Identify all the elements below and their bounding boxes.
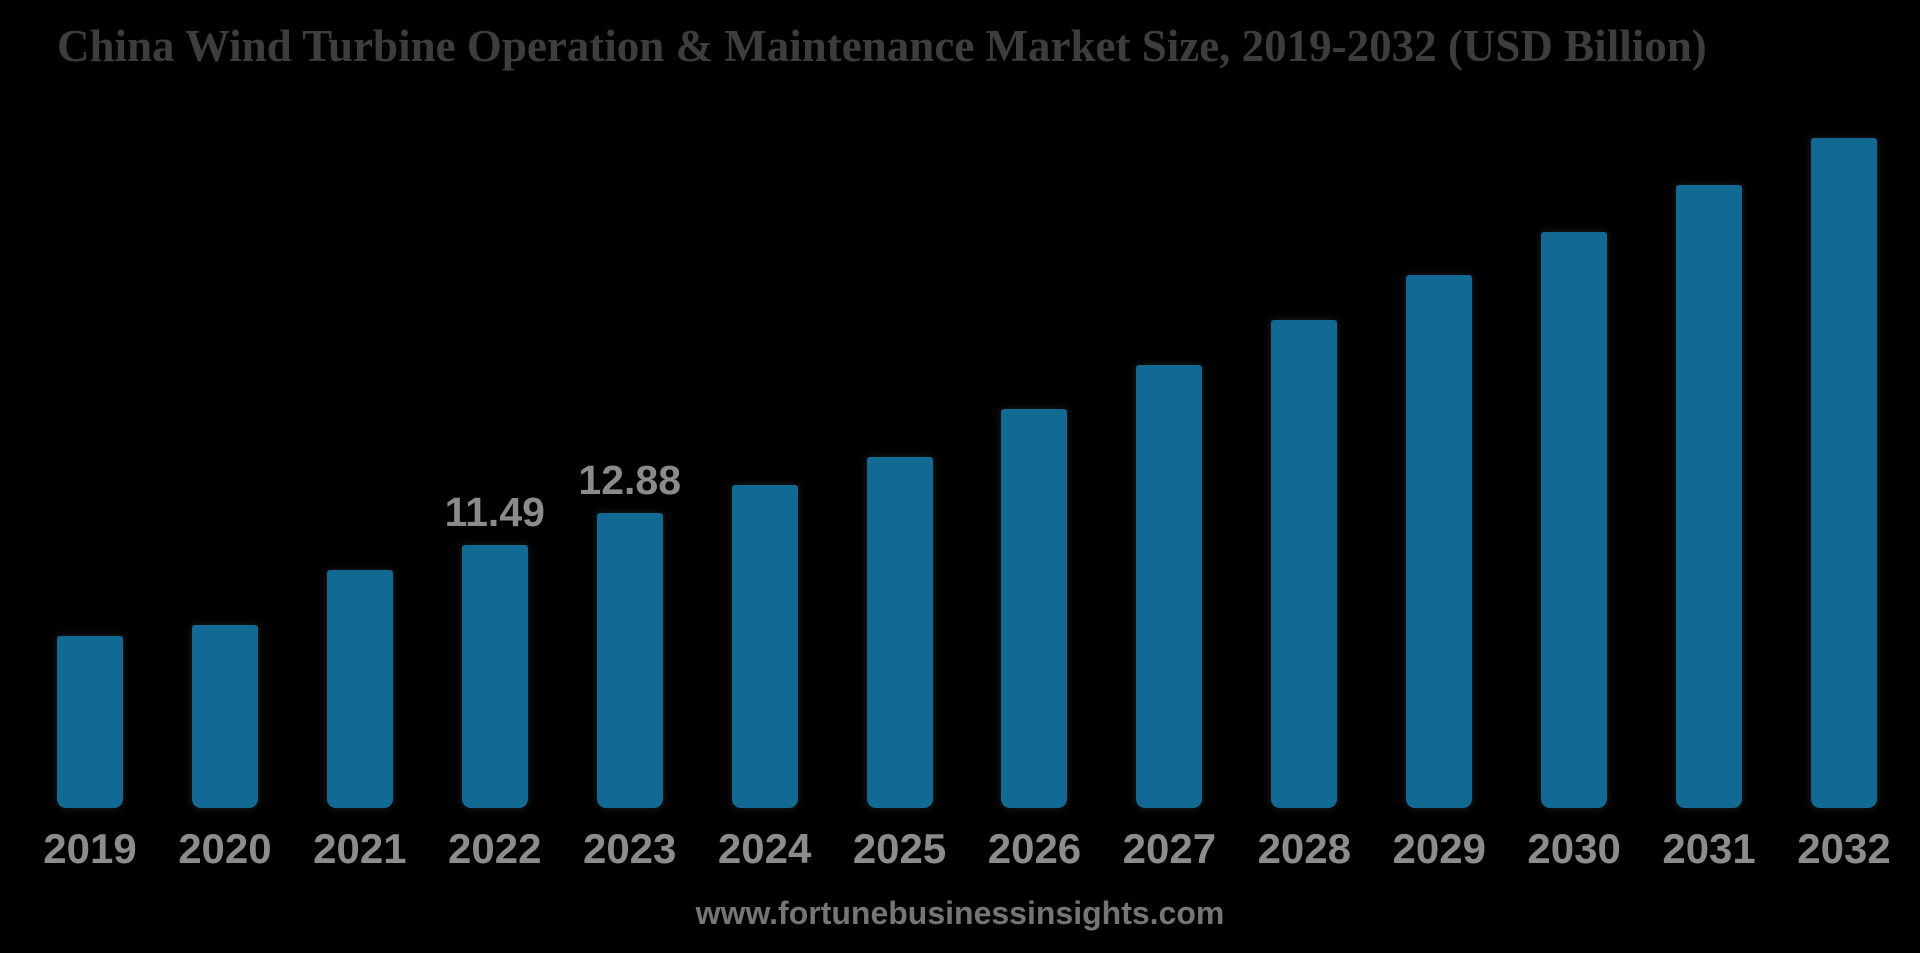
- bar-column-2024: 2024: [718, 485, 811, 870]
- bar-2019: [57, 636, 123, 808]
- bar-column-2021: 2021: [313, 570, 407, 870]
- x-axis-label-2029: 2029: [1392, 825, 1486, 872]
- watermark-url: www.fortunebusinessinsights.com: [695, 895, 1225, 931]
- bar-2026: [1001, 409, 1068, 808]
- bar-column-2019: 2019: [43, 636, 137, 870]
- x-axis-label-2026: 2026: [987, 825, 1082, 872]
- x-axis-label-2031: 2031: [1662, 825, 1756, 872]
- bar-2024: [731, 485, 798, 808]
- x-axis-label-2025: 2025: [852, 825, 947, 872]
- bar-plot-area: 2019 2020 2021 11.49 2022 12.88 2023 2024 2025 20…: [43, 108, 1891, 870]
- x-axis-label-2032: 2032: [1797, 825, 1891, 872]
- x-axis-label-2023: 2023: [582, 825, 677, 872]
- bar-2031: [1676, 185, 1743, 808]
- chart-title: China Wind Turbine Operation & Maintenan…: [57, 21, 1707, 71]
- x-axis-label-2024: 2024: [717, 825, 812, 872]
- bar-2023: [596, 513, 663, 808]
- bar-column-2023: 12.88 2023: [578, 460, 681, 870]
- bar-column-2032: 2032: [1797, 138, 1891, 870]
- bar-column-2029: 2029: [1393, 275, 1486, 870]
- x-axis-label-2028: 2028: [1257, 825, 1352, 872]
- x-axis-label-2021: 2021: [313, 825, 407, 872]
- x-axis-label-2022: 2022: [448, 825, 542, 872]
- bar-2027: [1136, 365, 1203, 808]
- bar-column-2022: 11.49 2022: [445, 492, 545, 870]
- bar-2032: [1810, 138, 1877, 808]
- x-axis-label-2020: 2020: [178, 825, 272, 872]
- bar-2021: [326, 570, 393, 808]
- bar-2022: [461, 545, 528, 808]
- bar-column-2028: 2028: [1258, 320, 1351, 870]
- bar-column-2026: 2026: [988, 409, 1081, 870]
- bar-value-label-2022: 11.49: [444, 489, 545, 535]
- bar-column-2020: 2020: [178, 625, 272, 870]
- bar-2029: [1406, 275, 1473, 808]
- bar-2030: [1541, 232, 1608, 808]
- bar-value-label-2023: 12.88: [578, 457, 681, 503]
- bar-column-2025: 2025: [853, 457, 946, 870]
- x-axis-label-2019: 2019: [43, 825, 137, 872]
- bar-2028: [1271, 320, 1338, 808]
- bar-2025: [866, 457, 933, 808]
- x-axis-label-2027: 2027: [1122, 825, 1217, 872]
- bar-column-2027: 2027: [1123, 365, 1216, 870]
- bar-column-2031: 2031: [1662, 185, 1756, 870]
- bar-column-2030: 2030: [1527, 232, 1621, 870]
- x-axis-label-2030: 2030: [1527, 825, 1621, 872]
- bar-2020: [191, 625, 258, 808]
